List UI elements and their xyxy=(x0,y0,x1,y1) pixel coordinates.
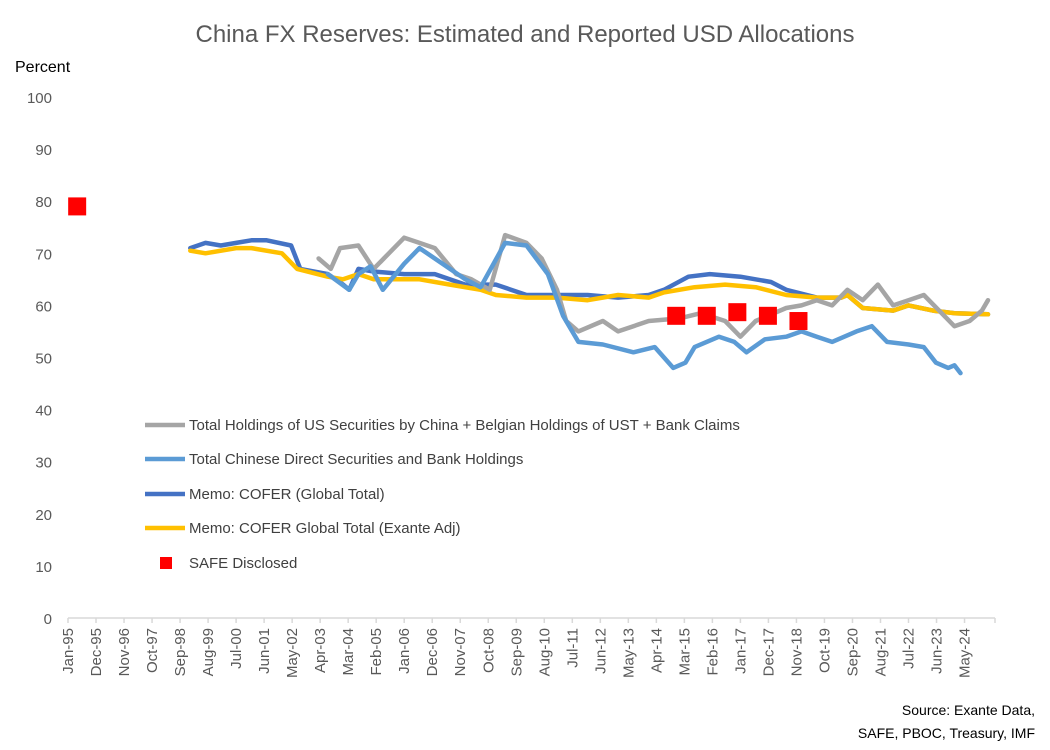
x-tick-label: May-13 xyxy=(620,628,637,678)
legend-label: Memo: COFER Global Total (Exante Adj) xyxy=(189,520,461,537)
chart-title: China FX Reserves: Estimated and Reporte… xyxy=(196,21,855,48)
x-tick-label: Feb-16 xyxy=(704,628,721,676)
legend-label: Total Holdings of US Securities by China… xyxy=(189,417,740,434)
safe-disclosed-point xyxy=(728,303,747,322)
x-tick-label: Nov-07 xyxy=(452,628,469,676)
y-axis-label: Percent xyxy=(15,59,71,76)
x-tick-label: Apr-03 xyxy=(312,628,329,673)
series-line-1 xyxy=(325,240,963,376)
y-tick-label: 20 xyxy=(35,507,52,524)
x-tick-label: Aug-21 xyxy=(872,628,889,676)
x-tick-label: Jan-06 xyxy=(396,628,413,674)
x-tick-label: Jun-23 xyxy=(929,628,946,674)
y-tick-label: 80 xyxy=(35,194,52,211)
x-tick-label: Nov-96 xyxy=(116,628,133,676)
x-tick-label: Jun-01 xyxy=(256,628,273,674)
y-tick-label: 10 xyxy=(35,559,52,576)
y-tick-label: 50 xyxy=(35,351,52,368)
x-tick-label: Dec-17 xyxy=(760,628,777,676)
x-tick-label: Sep-20 xyxy=(844,628,861,676)
y-tick-label: 60 xyxy=(35,298,52,315)
x-tick-label: Oct-08 xyxy=(480,628,497,673)
x-tick-label: Jul-11 xyxy=(564,628,581,668)
x-tick-label: Oct-19 xyxy=(816,628,833,673)
y-tick-label: 70 xyxy=(35,246,52,263)
x-tick-label: Dec-06 xyxy=(424,628,441,676)
safe-disclosed-point xyxy=(789,312,808,331)
x-tick-label: Sep-98 xyxy=(172,628,189,676)
legend-swatch xyxy=(160,557,172,569)
y-tick-label: 0 xyxy=(44,611,52,628)
x-tick-label: May-02 xyxy=(284,628,301,678)
y-tick-label: 30 xyxy=(35,455,52,472)
x-tick-label: Jul-00 xyxy=(228,628,245,669)
x-tick-label: Sep-09 xyxy=(508,628,525,676)
safe-disclosed-point xyxy=(758,306,777,325)
series-line-0 xyxy=(316,232,991,339)
x-tick-label: May-24 xyxy=(957,628,974,678)
x-tick-label: Nov-18 xyxy=(788,628,805,676)
y-tick-label: 90 xyxy=(35,142,52,159)
x-tick-label: Feb-05 xyxy=(368,628,385,676)
x-tick-label: Jul-22 xyxy=(901,628,918,669)
source-line-1: Source: Exante Data, xyxy=(902,702,1035,718)
source-line-2: SAFE, PBOC, Treasury, IMF xyxy=(858,725,1035,741)
x-tick-label: Aug-10 xyxy=(536,628,553,676)
x-tick-label: Jan-17 xyxy=(732,628,749,674)
x-tick-label: Dec-95 xyxy=(88,628,105,676)
safe-disclosed-point xyxy=(68,197,87,216)
series-line-2 xyxy=(188,238,991,317)
y-tick-label: 100 xyxy=(27,90,52,107)
x-tick-label: Mar-04 xyxy=(340,628,357,676)
legend-label: Total Chinese Direct Securities and Bank… xyxy=(189,451,523,468)
x-tick-label: Jun-12 xyxy=(592,628,609,674)
x-tick-label: Oct-97 xyxy=(144,628,161,673)
safe-disclosed-point xyxy=(667,306,686,325)
x-tick-label: Mar-15 xyxy=(676,628,693,676)
x-tick-label: Apr-14 xyxy=(648,628,665,673)
y-tick-label: 40 xyxy=(35,403,52,420)
safe-disclosed-point xyxy=(697,306,716,325)
series-line-3 xyxy=(188,245,991,317)
x-tick-label: Aug-99 xyxy=(200,628,217,676)
legend-label: SAFE Disclosed xyxy=(189,555,297,572)
x-tick-label: Jan-95 xyxy=(60,628,77,674)
legend-label: Memo: COFER (Global Total) xyxy=(189,486,385,503)
